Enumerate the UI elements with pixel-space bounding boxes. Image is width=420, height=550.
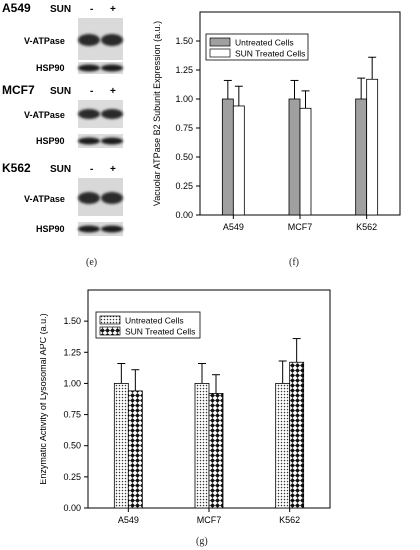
bar-untreated [221,98,234,216]
protein-label: V-ATPase [24,110,65,120]
band-hsp90-treated [101,137,123,145]
legend-label: SUN Treated Cells [235,49,305,59]
panel-caption-f: (f) [289,257,299,268]
band-hsp90-untreated [78,137,100,145]
band-vatpase-untreated [78,34,100,46]
legend-label: Untreated Cells [125,316,184,326]
band-hsp90-treated [101,64,123,72]
bar-untreated [288,98,301,216]
legend-swatch [209,37,231,47]
y-tick-label: 1.00 [175,94,193,104]
band-vatpase-untreated [78,109,100,119]
bar-chart-vatpase: 0.00 0.25 0.50 0.75 1.00 1.25 1.50 Vacuolar ATP… [152,11,401,232]
bar-sun-treated [366,78,379,216]
panel-caption-g: (g) [196,536,208,547]
legend-swatch [99,315,121,325]
bar-sun-treated [127,390,143,509]
x-tick-label: A549 [223,222,244,232]
y-tick-label: 0.00 [63,503,81,513]
protein-label: V-ATPase [24,194,65,204]
y-tick-label: 1.50 [175,36,193,46]
x-tick-label: A549 [118,515,139,525]
y-tick-label: 0.50 [63,441,81,451]
band-vatpase-treated [101,109,123,119]
lane-label-untreated: - [90,164,93,175]
x-tick-label: MCF7 [197,515,222,525]
bar-sun-treated [208,392,224,509]
cell-line-label: K562 [2,161,31,175]
blot-panel-a549: A549 SUN - + V-ATPase HSP90 [2,1,123,74]
western-blot-figure: A549 SUN - + V-ATPase HSP90 MCF7 SUN - +… [2,1,123,236]
legend-label: SUN Treated Cells [125,327,195,337]
bar-untreated [194,383,210,509]
blot-membrane [78,134,123,148]
protein-label: HSP90 [36,63,65,73]
band-hsp90-untreated [78,64,100,72]
lane-label-untreated: - [90,4,93,15]
lane-label-treated: + [110,4,116,15]
band-hsp90-untreated [78,225,100,233]
bar-untreated [355,98,368,216]
cell-line-label: MCF7 [2,83,35,97]
band-hsp90-treated [101,225,123,233]
y-tick-label: 0.25 [63,472,81,482]
protein-label: HSP90 [36,224,65,234]
band-vatpase-treated [101,192,123,204]
protein-label: V-ATPase [24,36,65,46]
blot-membrane [78,222,123,236]
bar-sun-treated [299,107,312,216]
y-tick-label: 0.25 [175,181,193,191]
y-tick-label: 0.00 [175,210,193,220]
bar-sun-treated [232,105,245,216]
x-tick-label: K562 [279,515,300,525]
x-tick-label: K562 [356,222,377,232]
y-tick-label: 1.25 [63,347,81,357]
panel-caption-e: (e) [86,257,98,268]
y-tick-label: 0.50 [175,152,193,162]
y-tick-label: 1.00 [63,378,81,388]
blot-panel-mcf7: MCF7 SUN - + V-ATPase HSP90 [2,83,123,148]
legend-swatch [99,326,121,336]
lane-label-treated: + [110,164,116,175]
y-axis-label: Vacuolar ATPase B2 Subunit Expression (a… [152,21,162,206]
legend-swatch [209,48,231,58]
x-tick-label: MCF7 [288,222,313,232]
blot-panel-k562: K562 SUN - + V-ATPase HSP90 [2,161,123,236]
bar-sun-treated [289,361,305,509]
bar-untreated [113,383,129,509]
y-tick-label: 1.50 [63,316,81,326]
y-tick-label: 0.75 [63,410,81,420]
treatment-label: SUN [50,4,71,15]
y-tick-label: 0.75 [175,123,193,133]
treatment-label: SUN [50,86,71,97]
treatment-label: SUN [50,164,71,175]
band-vatpase-untreated [78,192,100,204]
cell-line-label: A549 [2,1,31,15]
bar-chart-apc: 0.00 0.25 0.50 0.75 1.00 1.25 1.50 Enzymatic Ac… [40,289,331,525]
legend-label: Untreated Cells [235,38,294,48]
lane-label-treated: + [110,86,116,97]
protein-label: HSP90 [36,136,65,146]
bar-untreated [275,383,291,509]
lane-label-untreated: - [90,86,93,97]
band-vatpase-treated [101,34,123,46]
y-axis-label: Enzymatic Activity of Lysosomal APC (a.u… [40,313,48,484]
y-tick-label: 1.25 [175,65,193,75]
